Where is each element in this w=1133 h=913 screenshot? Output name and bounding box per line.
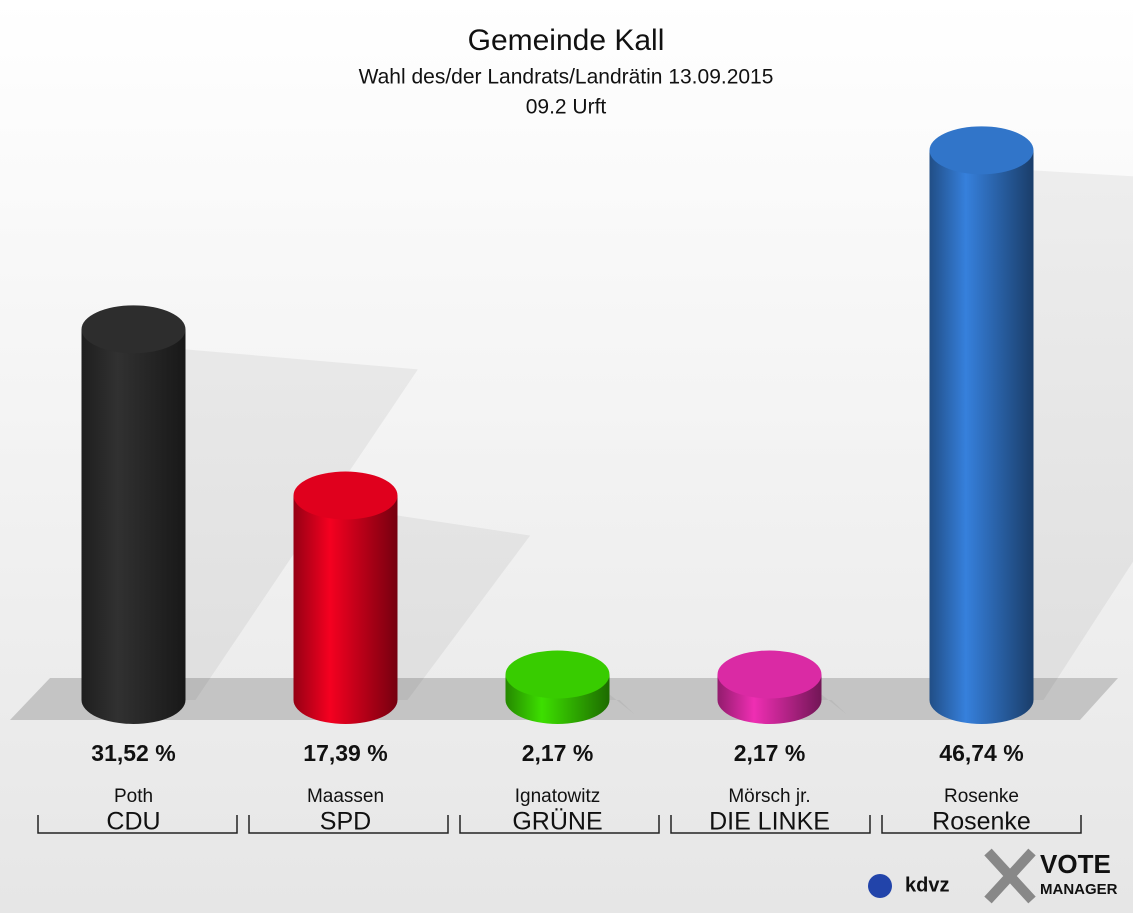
bracket — [881, 815, 1082, 834]
value-label: 31,52 % — [91, 740, 175, 766]
bar-top — [505, 650, 610, 699]
bracket — [37, 815, 238, 834]
bracket — [670, 815, 871, 834]
bar-top — [293, 471, 398, 520]
chart-subtitle: Wahl des/der Landrats/Landrätin 13.09.20… — [359, 66, 774, 89]
logo-product: VOTE — [1040, 849, 1111, 879]
bar-shadow — [1033, 170, 1133, 700]
value-label: 46,74 % — [939, 740, 1023, 766]
group-label: CDU — [106, 808, 160, 836]
bar-body — [81, 329, 186, 700]
bar — [717, 650, 822, 724]
x-tick-label: Poth — [114, 786, 153, 807]
x-tick-label: Maassen — [307, 786, 384, 807]
bar — [293, 471, 398, 724]
logo: kdvz VOTE MANAGER — [868, 848, 1118, 904]
bar-body — [929, 150, 1034, 701]
x-tick-label: Mörsch jr. — [728, 786, 810, 807]
chart-subtitle: 09.2 Urft — [526, 96, 607, 119]
group-label: GRÜNE — [512, 808, 602, 836]
bar-top — [81, 305, 186, 354]
bracket — [459, 815, 660, 834]
x-tick-label: Rosenke — [944, 786, 1019, 807]
group-label: Rosenke — [932, 808, 1031, 836]
bar-top — [717, 650, 822, 699]
group-label: SPD — [320, 808, 371, 836]
bar — [81, 305, 186, 724]
value-label: 2,17 % — [734, 740, 806, 766]
bar-shadow — [609, 694, 635, 715]
value-label: 2,17 % — [522, 740, 594, 766]
value-label: 17,39 % — [303, 740, 387, 766]
bar-shadow — [397, 515, 531, 700]
bracket — [248, 815, 449, 834]
bar-body — [293, 495, 398, 700]
x-tick-label: Ignatowitz — [515, 786, 601, 807]
logo-brand: kdvz — [905, 874, 949, 896]
bar — [929, 126, 1034, 724]
logo-product: MANAGER — [1040, 881, 1118, 898]
chart-title: Gemeinde Kall — [468, 24, 665, 57]
group-label: DIE LINKE — [709, 808, 830, 836]
bar-shadow — [821, 694, 847, 715]
bar-top — [929, 126, 1034, 175]
bar — [505, 650, 610, 724]
